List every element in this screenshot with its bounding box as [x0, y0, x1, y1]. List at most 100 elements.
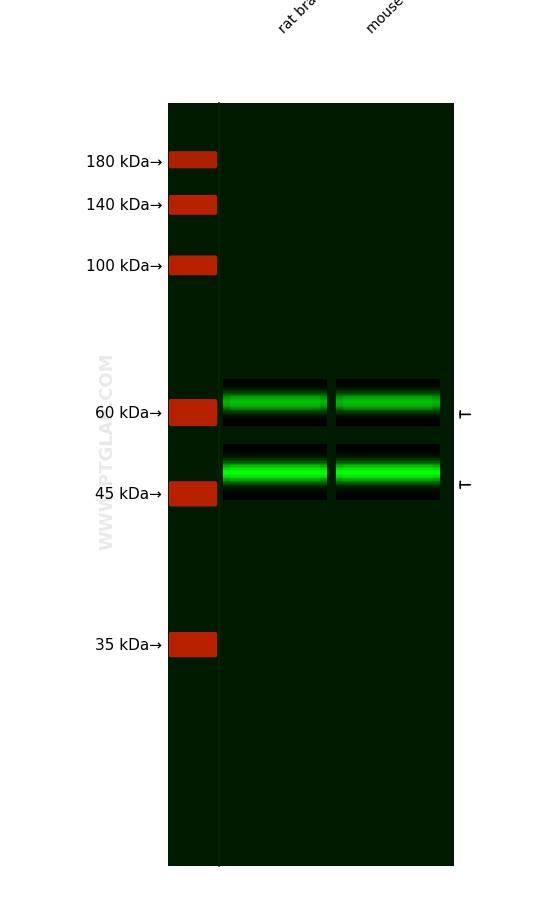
Bar [223, 385, 327, 386]
Bar [336, 402, 440, 404]
Bar [223, 406, 327, 408]
Bar [223, 498, 327, 500]
Bar [223, 488, 327, 490]
Bar [223, 456, 327, 457]
Bar [336, 412, 440, 413]
Bar [223, 492, 327, 493]
Bar [223, 460, 327, 462]
Bar [336, 500, 440, 501]
Bar [336, 400, 440, 401]
Bar [223, 384, 327, 385]
Bar [223, 400, 327, 401]
Bar [223, 449, 327, 450]
Bar [223, 386, 327, 387]
Bar [336, 417, 440, 418]
Text: 35 kDa→: 35 kDa→ [95, 638, 162, 652]
Text: 45 kDa→: 45 kDa→ [95, 487, 162, 502]
Bar [336, 459, 440, 460]
Bar [336, 422, 440, 424]
Bar [223, 482, 327, 483]
FancyBboxPatch shape [169, 196, 217, 216]
Bar [223, 417, 327, 418]
Text: WWW.PTGLAB.COM: WWW.PTGLAB.COM [98, 353, 116, 549]
Bar [336, 498, 440, 500]
Bar [336, 392, 440, 393]
Bar [223, 465, 327, 467]
Bar [336, 478, 440, 480]
Bar [223, 420, 327, 421]
Bar [223, 416, 327, 417]
Bar [336, 472, 440, 473]
Bar [336, 480, 440, 482]
Bar [336, 406, 440, 408]
Bar [336, 382, 440, 384]
Bar [223, 500, 327, 501]
Bar [223, 497, 327, 498]
Bar [336, 396, 440, 397]
Bar [223, 387, 327, 389]
Bar [223, 409, 327, 410]
Bar [223, 474, 327, 475]
Bar [223, 445, 327, 446]
Bar [223, 382, 327, 384]
FancyBboxPatch shape [169, 256, 217, 276]
Bar [223, 381, 327, 382]
Bar [336, 484, 440, 485]
Bar [336, 463, 440, 465]
Bar [336, 456, 440, 457]
Bar [336, 416, 440, 417]
Bar [336, 449, 440, 450]
Bar [223, 401, 327, 402]
Text: 60 kDa→: 60 kDa→ [95, 406, 162, 420]
Bar [223, 399, 327, 400]
Bar [223, 418, 327, 419]
Bar [223, 408, 327, 409]
Bar [223, 483, 327, 484]
Bar [336, 381, 440, 382]
Bar [223, 424, 327, 425]
Text: 100 kDa→: 100 kDa→ [86, 259, 162, 273]
Bar [336, 385, 440, 386]
Bar [223, 405, 327, 406]
FancyBboxPatch shape [169, 400, 217, 427]
Bar [336, 386, 440, 387]
Bar [336, 384, 440, 385]
Bar [336, 455, 440, 456]
FancyBboxPatch shape [169, 152, 217, 169]
Bar [336, 405, 440, 406]
Bar [223, 459, 327, 460]
Bar [336, 460, 440, 462]
Bar [223, 473, 327, 474]
Bar [336, 419, 440, 420]
Bar [223, 472, 327, 473]
Bar [336, 474, 440, 475]
Bar [336, 379, 440, 381]
Bar [336, 492, 440, 493]
Bar [336, 390, 440, 391]
Bar [336, 491, 440, 492]
Bar [336, 462, 440, 463]
Bar [336, 414, 440, 416]
Bar [223, 397, 327, 398]
Bar [223, 485, 327, 487]
Bar [336, 452, 440, 454]
Bar [336, 410, 440, 412]
Bar [223, 478, 327, 480]
Bar [336, 387, 440, 389]
Bar [223, 410, 327, 412]
Bar [336, 391, 440, 392]
Bar [336, 454, 440, 455]
Bar [336, 425, 440, 426]
Bar [223, 402, 327, 404]
Bar [223, 495, 327, 497]
Bar [223, 414, 327, 416]
Bar [223, 413, 327, 414]
Bar [336, 397, 440, 398]
Bar [223, 484, 327, 485]
Bar [223, 457, 327, 459]
Bar [223, 491, 327, 492]
Bar [223, 447, 327, 449]
Bar [223, 469, 327, 470]
Bar [336, 401, 440, 402]
Text: 180 kDa→: 180 kDa→ [86, 155, 162, 170]
